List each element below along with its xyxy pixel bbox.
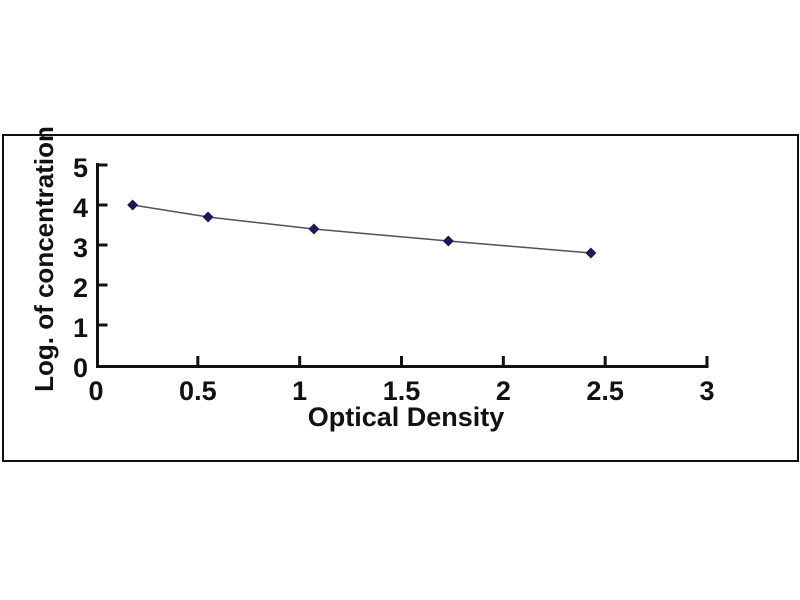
x-tick-label: 0 (88, 376, 104, 406)
data-point-marker (202, 211, 214, 223)
data-point-marker (308, 223, 320, 235)
y-tick-label: 2 (72, 273, 88, 303)
series-line (132, 204, 591, 254)
y-tick-label: 5 (72, 153, 88, 183)
y-tick-label: 3 (72, 233, 88, 263)
x-tick-label: 0.5 (179, 376, 217, 406)
y-tick-label: 1 (72, 313, 88, 343)
x-tick-label: 1.5 (382, 376, 421, 406)
x-tick-label: 2.5 (586, 376, 624, 406)
x-tick-label: 2 (495, 376, 511, 406)
y-axis-title: Log. of concentration (29, 126, 59, 392)
data-point-marker (127, 199, 139, 211)
data-point-marker (585, 247, 597, 259)
chart-frame (2, 134, 799, 462)
x-tick-label: 1 (292, 376, 308, 406)
data-point-marker (442, 235, 454, 247)
x-tick-label: 3 (699, 376, 715, 406)
y-tick-label: 4 (72, 193, 88, 223)
y-tick-label: 0 (72, 353, 88, 383)
x-axis-title: Optical Density (307, 402, 505, 432)
